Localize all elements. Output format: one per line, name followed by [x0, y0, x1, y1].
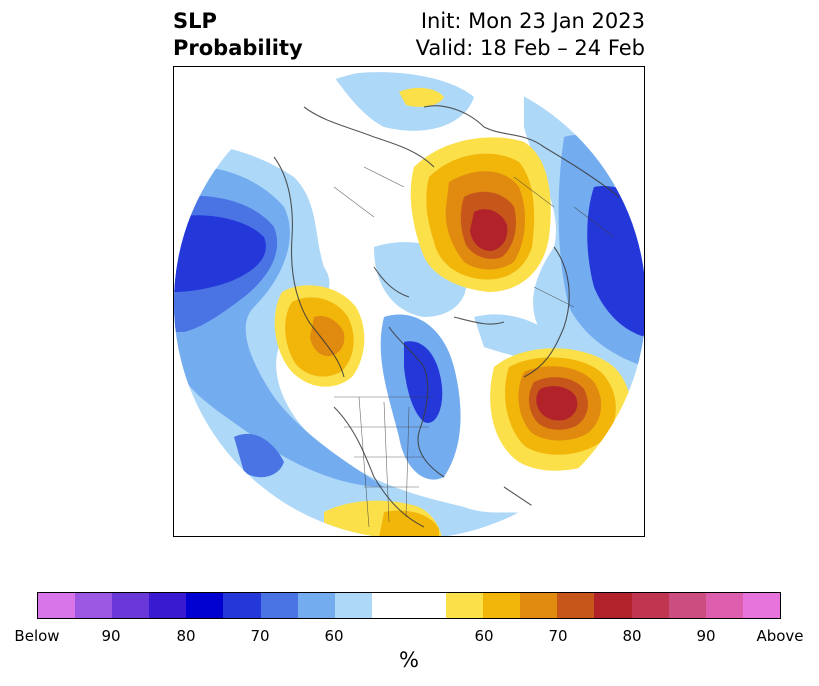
probability-map [174, 67, 644, 536]
political-borders [333, 166, 615, 528]
southwest-us-below-65 [234, 433, 284, 478]
colorbar-segment [149, 593, 187, 618]
canada-above-70 [310, 315, 345, 357]
colorbar-segment [742, 593, 780, 618]
colorbar-segment [520, 593, 558, 618]
colorbar-neutral-segment [371, 593, 447, 618]
colorbar-tick-label: Below [14, 627, 60, 645]
siberia-above-80 [470, 209, 508, 251]
title-right: Init: Mon 23 Jan 2023 Valid: 18 Feb – 24… [416, 8, 645, 62]
map-panel [173, 66, 645, 537]
colorbar-segment [334, 593, 372, 618]
hudson-below-70 [404, 341, 443, 423]
colorbar-segment [631, 593, 669, 618]
colorbar-segment [705, 593, 743, 618]
colorbar-segment [446, 593, 484, 618]
colorbar-segment [297, 593, 335, 618]
colorbar-segment [668, 593, 706, 618]
product-title: Probability [173, 36, 303, 60]
variable-title: SLP [173, 9, 217, 33]
probability-fields [174, 67, 644, 536]
colorbar-segment [260, 593, 298, 618]
colorbar-segment [186, 593, 224, 618]
colorbar-tick-label: Above [756, 627, 804, 645]
colorbar-tick-label: 80 [622, 627, 642, 645]
colorbar-segment [557, 593, 595, 618]
colorbar-segment [483, 593, 521, 618]
east-pacific-below-70 [587, 186, 644, 337]
coastlines [273, 105, 620, 528]
colorbar [37, 592, 781, 619]
colorbar-tick-label: 70 [548, 627, 568, 645]
colorbar-tick-label: 70 [250, 627, 270, 645]
colorbar-segment [38, 593, 76, 618]
colorbar-tick-label: 90 [101, 627, 121, 645]
colorbar-unit-label: % [399, 648, 419, 672]
colorbar-segment [594, 593, 632, 618]
kara-sea-above-60 [399, 87, 444, 107]
atlantic-above-80 [536, 386, 578, 421]
colorbar-tick-label: 80 [176, 627, 196, 645]
init-date: Init: Mon 23 Jan 2023 [420, 9, 645, 33]
valid-range: Valid: 18 Feb – 24 Feb [415, 36, 645, 60]
colorbar-tick-label: 90 [696, 627, 716, 645]
west-pacific-below-70 [174, 215, 266, 292]
title-left: SLP Probability [173, 8, 303, 62]
colorbar-tick-label: 60 [324, 627, 344, 645]
colorbar-segment [223, 593, 261, 618]
colorbar-segment [75, 593, 113, 618]
colorbar-tick-label: 60 [474, 627, 494, 645]
southeast-us-above-65 [379, 510, 439, 536]
colorbar-segment [112, 593, 150, 618]
europe-below-60 [334, 72, 474, 131]
